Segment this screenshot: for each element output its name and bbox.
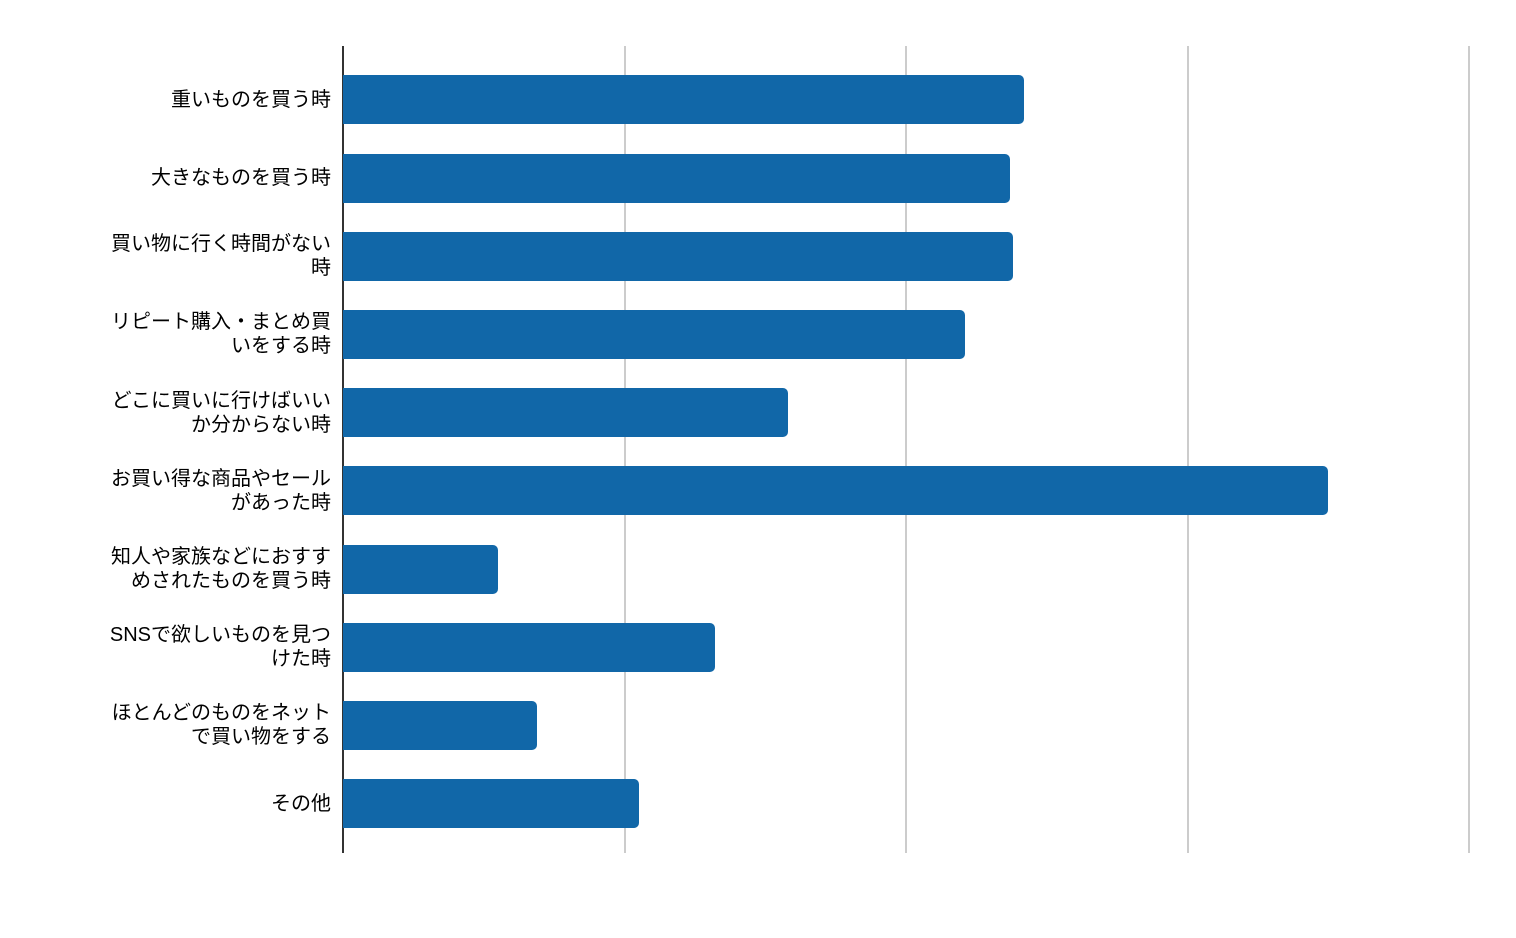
category-label: お買い得な商品やセール があった時: [111, 467, 331, 514]
category-label: ほとんどのものをネット で買い物をする: [111, 702, 331, 749]
category-label: その他: [271, 792, 331, 815]
category-label: 大きなものを買う時: [151, 167, 331, 189]
bar[interactable]: [343, 388, 788, 438]
category-label: 買い物に行く時間がない 時: [111, 233, 331, 280]
gridline: [623, 46, 626, 853]
bar[interactable]: [343, 153, 1011, 203]
gridline: [905, 46, 907, 853]
bar[interactable]: [343, 231, 1013, 281]
y-axis-line: [342, 46, 344, 853]
category-label: SNSで欲しいものを見つ けた時: [109, 624, 331, 671]
category-label: 重いものを買う時: [171, 88, 331, 111]
bar[interactable]: [343, 309, 966, 359]
category-label: リピート購入・まとめ買 いをする時: [111, 311, 331, 358]
gridline: [1468, 46, 1470, 853]
bar[interactable]: [343, 622, 715, 672]
bar[interactable]: [343, 466, 1329, 516]
category-label: 知人や家族などにおすす めされたものを買う時: [111, 546, 331, 592]
bar[interactable]: [343, 544, 498, 594]
gridline: [1186, 46, 1189, 853]
category-label: どこに買いに行けばいい か分からない時: [111, 389, 331, 436]
bar[interactable]: [343, 700, 538, 750]
bar[interactable]: [343, 75, 1025, 125]
bar[interactable]: [343, 779, 639, 829]
